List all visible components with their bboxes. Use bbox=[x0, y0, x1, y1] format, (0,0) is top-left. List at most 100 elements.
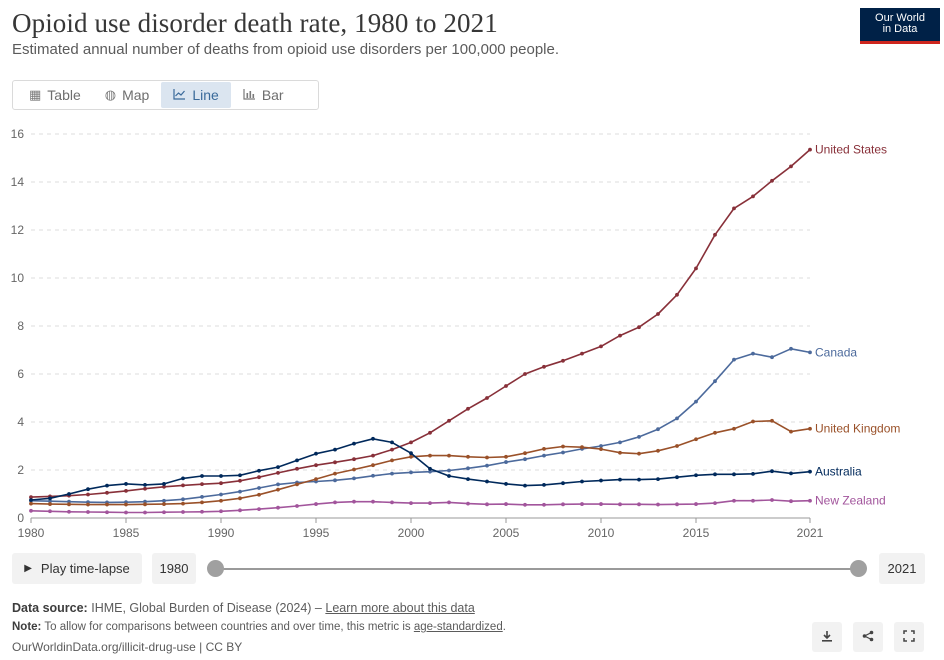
data-point-united-states-2010 bbox=[599, 344, 603, 349]
data-point-united-kingdom-1997 bbox=[352, 467, 356, 472]
data-point-new-zealand-2021 bbox=[808, 498, 812, 503]
data-point-australia-1999 bbox=[390, 440, 394, 445]
data-point-canada-2012 bbox=[637, 434, 641, 439]
source-label: Data source: bbox=[12, 601, 88, 615]
data-point-canada-1988 bbox=[181, 497, 185, 502]
data-point-new-zealand-2020 bbox=[789, 499, 793, 504]
data-point-united-kingdom-2009 bbox=[580, 445, 584, 450]
data-point-australia-2000 bbox=[409, 451, 413, 456]
data-point-australia-2016 bbox=[713, 472, 717, 477]
owid-logo[interactable]: Our World in Data bbox=[860, 8, 940, 44]
data-point-new-zealand-2013 bbox=[656, 502, 660, 507]
data-point-australia-2017 bbox=[732, 472, 736, 477]
tab-table[interactable]: ▦ Table bbox=[17, 82, 93, 108]
data-point-australia-1989 bbox=[200, 474, 204, 478]
x-tick-label-2010: 2010 bbox=[588, 526, 615, 540]
end-year-handle[interactable] bbox=[850, 560, 867, 577]
data-point-united-states-2007 bbox=[542, 364, 546, 369]
data-point-australia-2020 bbox=[789, 471, 793, 476]
data-point-united-kingdom-2016 bbox=[713, 430, 717, 435]
x-tick-label-1985: 1985 bbox=[113, 526, 140, 540]
data-point-australia-1992 bbox=[257, 468, 261, 473]
data-point-united-states-2012 bbox=[637, 325, 641, 330]
y-tick-label-14: 14 bbox=[11, 175, 25, 189]
series-label-united-kingdom: United Kingdom bbox=[815, 422, 900, 436]
learn-more-link[interactable]: Learn more about this data bbox=[325, 601, 475, 615]
data-point-australia-1984 bbox=[105, 483, 109, 488]
data-point-canada-1992 bbox=[257, 486, 261, 490]
data-point-australia-1998 bbox=[371, 436, 375, 441]
expand-icon bbox=[903, 629, 915, 645]
timeline-track[interactable] bbox=[214, 568, 858, 570]
tab-bar[interactable]: Bar bbox=[231, 82, 296, 108]
data-point-new-zealand-1993 bbox=[276, 505, 280, 510]
data-point-united-kingdom-2002 bbox=[447, 453, 451, 458]
data-point-canada-2010 bbox=[599, 444, 603, 448]
data-point-australia-1982 bbox=[67, 492, 71, 496]
y-tick-label-6: 6 bbox=[17, 367, 24, 381]
data-point-united-states-1985 bbox=[124, 488, 128, 493]
data-point-new-zealand-1991 bbox=[238, 508, 242, 513]
x-tick-label-1990: 1990 bbox=[208, 526, 235, 540]
age-standardized-link[interactable]: age-standardized bbox=[413, 621, 503, 633]
start-year-box[interactable]: 1980 bbox=[152, 553, 196, 584]
data-point-united-states-2005 bbox=[504, 384, 508, 388]
start-year-handle[interactable] bbox=[207, 560, 224, 577]
data-point-new-zealand-1981 bbox=[48, 509, 52, 514]
data-point-united-kingdom-2014 bbox=[675, 444, 679, 448]
note-line: Note: To allow for comparisons between c… bbox=[12, 621, 506, 633]
data-point-united-kingdom-2000 bbox=[409, 454, 413, 459]
tab-line[interactable]: Line bbox=[161, 82, 231, 108]
data-point-canada-2021 bbox=[808, 350, 812, 355]
data-point-united-kingdom-2018 bbox=[751, 419, 755, 424]
data-point-canada-1987 bbox=[162, 498, 166, 503]
data-point-new-zealand-1997 bbox=[352, 499, 356, 504]
data-point-united-states-1997 bbox=[352, 457, 356, 462]
play-label: Play time-lapse bbox=[40, 561, 130, 576]
url-line[interactable]: OurWorldinData.org/illicit-drug-use | CC… bbox=[12, 640, 243, 654]
y-tick-label-12: 12 bbox=[11, 223, 25, 237]
tab-map[interactable]: ◍ Map bbox=[93, 82, 162, 108]
play-icon: ▶ bbox=[24, 563, 32, 574]
data-point-united-states-1998 bbox=[371, 453, 375, 458]
data-point-united-kingdom-1982 bbox=[67, 502, 71, 507]
data-point-canada-2016 bbox=[713, 379, 717, 384]
data-point-australia-2004 bbox=[485, 479, 489, 484]
data-point-canada-1997 bbox=[352, 476, 356, 481]
data-point-united-kingdom-2001 bbox=[428, 453, 432, 458]
data-point-australia-1997 bbox=[352, 441, 356, 446]
data-point-new-zealand-1989 bbox=[200, 509, 204, 514]
line-chart: 0 2 4 6 8 10 12 14 16 1980 1985 1990 1995 2000 2005 201… bbox=[11, 127, 901, 540]
data-point-canada-2015 bbox=[694, 399, 698, 404]
share-button[interactable] bbox=[853, 622, 883, 652]
data-point-new-zealand-2009 bbox=[580, 502, 584, 506]
data-point-new-zealand-1994 bbox=[295, 504, 299, 508]
data-point-australia-1980 bbox=[29, 498, 33, 502]
data-point-canada-2017 bbox=[732, 357, 736, 362]
x-tick-label-1980: 1980 bbox=[18, 526, 45, 540]
data-point-new-zealand-1986 bbox=[143, 510, 147, 515]
data-point-united-states-2003 bbox=[466, 406, 470, 411]
data-point-new-zealand-2004 bbox=[485, 502, 489, 507]
y-tick-label-4: 4 bbox=[17, 415, 24, 429]
end-year-box[interactable]: 2021 bbox=[879, 553, 925, 584]
play-timelapse-button[interactable]: ▶ Play time-lapse bbox=[12, 553, 142, 584]
data-point-new-zealand-2014 bbox=[675, 502, 679, 507]
data-point-new-zealand-1987 bbox=[162, 510, 166, 515]
data-point-canada-2019 bbox=[770, 355, 774, 360]
data-point-united-kingdom-1989 bbox=[200, 500, 204, 505]
data-point-new-zealand-1988 bbox=[181, 510, 185, 514]
data-point-new-zealand-2018 bbox=[751, 498, 755, 503]
data-point-new-zealand-2005 bbox=[504, 502, 508, 506]
data-point-australia-1987 bbox=[162, 482, 166, 486]
data-point-united-states-2018 bbox=[751, 194, 755, 199]
download-button[interactable] bbox=[812, 622, 842, 652]
globe-icon: ◍ bbox=[104, 87, 117, 102]
data-point-united-kingdom-1991 bbox=[238, 496, 242, 501]
data-point-australia-2014 bbox=[675, 475, 679, 480]
data-point-new-zealand-2016 bbox=[713, 501, 717, 506]
data-point-united-kingdom-1992 bbox=[257, 492, 261, 497]
fullscreen-button[interactable] bbox=[894, 622, 924, 652]
tab-bar-label: Bar bbox=[261, 87, 284, 103]
data-point-australia-2021 bbox=[808, 469, 812, 474]
